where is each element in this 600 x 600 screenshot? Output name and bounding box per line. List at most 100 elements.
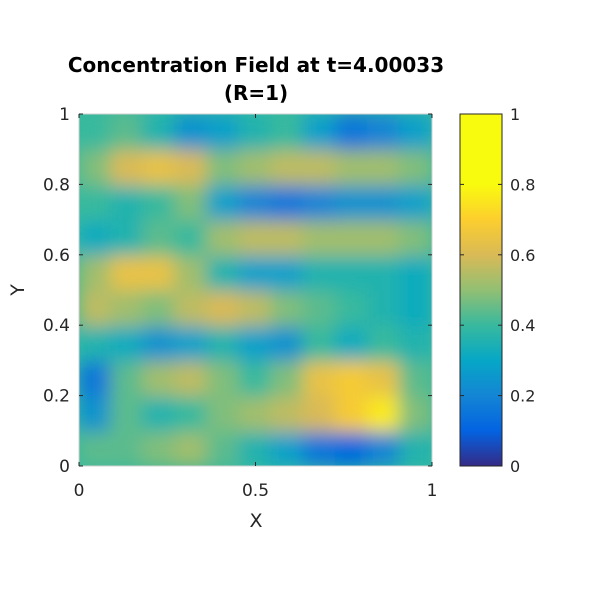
- field-cell: [79, 114, 113, 151]
- field-cell: [79, 359, 113, 397]
- field-cell: [110, 218, 145, 256]
- chart-title: Concentration Field at t=4.00033: [68, 53, 444, 77]
- field-cell: [110, 114, 145, 151]
- field-cell: [366, 148, 401, 186]
- field-cell: [206, 148, 241, 186]
- colorbar-tick-label: 0.4: [510, 316, 535, 335]
- x-axis: 0 0.5 1: [74, 114, 438, 501]
- field-cell: [110, 183, 145, 221]
- y-tick-label: 0.4: [43, 316, 70, 336]
- x-tick-label: 0.5: [242, 481, 269, 501]
- field-cell: [142, 359, 177, 397]
- field-cell: [110, 324, 145, 362]
- field-cell: [142, 253, 177, 291]
- field-cell: [142, 148, 177, 186]
- field-cell: [238, 289, 273, 327]
- y-tick-label: 0.8: [43, 175, 70, 195]
- field-cell: [398, 114, 432, 151]
- field-cell: [238, 183, 273, 221]
- field-cell: [238, 359, 273, 397]
- field-cell: [366, 114, 401, 151]
- field-cell: [398, 429, 432, 466]
- field-cell: [398, 324, 432, 362]
- field-cell: [79, 394, 113, 432]
- y-tick-label: 0.6: [43, 246, 70, 266]
- field-cell: [334, 429, 369, 466]
- field-cell: [302, 253, 337, 291]
- y-axis-label: Y: [7, 284, 29, 297]
- field-cell: [142, 429, 177, 466]
- field-cell: [398, 218, 432, 256]
- x-axis-label: X: [249, 510, 262, 532]
- field-cell: [174, 253, 209, 291]
- field-cell: [334, 394, 369, 432]
- x-tick-label: 0: [74, 481, 85, 501]
- field-cell: [270, 218, 305, 256]
- field-cell: [174, 394, 209, 432]
- field-cell: [110, 253, 145, 291]
- field-cell: [206, 429, 241, 466]
- field-cell: [398, 394, 432, 432]
- field-cell: [174, 183, 209, 221]
- field-cell: [174, 324, 209, 362]
- colorbar-tick-label: 1: [510, 105, 520, 124]
- field-cell: [334, 114, 369, 151]
- field-cell: [174, 289, 209, 327]
- field-cell: [366, 183, 401, 221]
- colorbar: 0 0.2 0.4 0.6 0.8 1: [459, 105, 535, 476]
- field-cell: [366, 359, 401, 397]
- field-cell: [142, 394, 177, 432]
- field-cell: [142, 324, 177, 362]
- field-cell: [302, 359, 337, 397]
- field-cell: [270, 183, 305, 221]
- field-cell: [206, 114, 241, 151]
- field-cell: [270, 359, 305, 397]
- field-cell: [334, 218, 369, 256]
- field-cell: [366, 253, 401, 291]
- field-cell: [238, 218, 273, 256]
- field-cell: [334, 253, 369, 291]
- colorbar-tick-label: 0: [510, 457, 520, 476]
- plot-area: 0 0.5 1 0 0.2 0.4 0.6 0.8 1: [43, 105, 437, 501]
- field-cell: [110, 148, 145, 186]
- field-cell: [302, 429, 337, 466]
- field-cell: [238, 253, 273, 291]
- chart-subtitle: (R=1): [224, 81, 288, 105]
- field-cell: [110, 359, 145, 397]
- field-cell: [302, 289, 337, 327]
- field-cell: [366, 218, 401, 256]
- field-cell: [110, 289, 145, 327]
- field-cell: [79, 148, 113, 186]
- field-cell: [79, 289, 113, 327]
- field-cell: [302, 183, 337, 221]
- field-cell: [206, 359, 241, 397]
- field-cell: [302, 324, 337, 362]
- field-cell: [174, 218, 209, 256]
- field-cell: [142, 114, 177, 151]
- field-cell: [142, 218, 177, 256]
- y-axis: 0 0.2 0.4 0.6 0.8 1: [43, 105, 432, 477]
- field-cell: [334, 183, 369, 221]
- field-cell: [366, 394, 401, 432]
- colorbar-tick-label: 0.2: [510, 387, 535, 406]
- field-cell: [238, 148, 273, 186]
- field-cell: [79, 429, 113, 466]
- field-cell: [334, 324, 369, 362]
- field-cell: [174, 429, 209, 466]
- y-tick-label: 1: [59, 105, 70, 125]
- field-cell: [206, 289, 241, 327]
- field-cell: [206, 324, 241, 362]
- field-cell: [302, 394, 337, 432]
- field-cell: [110, 429, 145, 466]
- field-cell: [366, 429, 401, 466]
- x-tick-label: 1: [427, 481, 438, 501]
- field-cell: [270, 148, 305, 186]
- field-cell: [238, 324, 273, 362]
- field-cell: [142, 183, 177, 221]
- y-tick-label: 0.2: [43, 387, 70, 407]
- field-cell: [238, 114, 273, 151]
- field-cell: [334, 148, 369, 186]
- colorbar-tick-label: 0.6: [510, 246, 535, 265]
- field-cell: [366, 289, 401, 327]
- field-cell: [79, 324, 113, 362]
